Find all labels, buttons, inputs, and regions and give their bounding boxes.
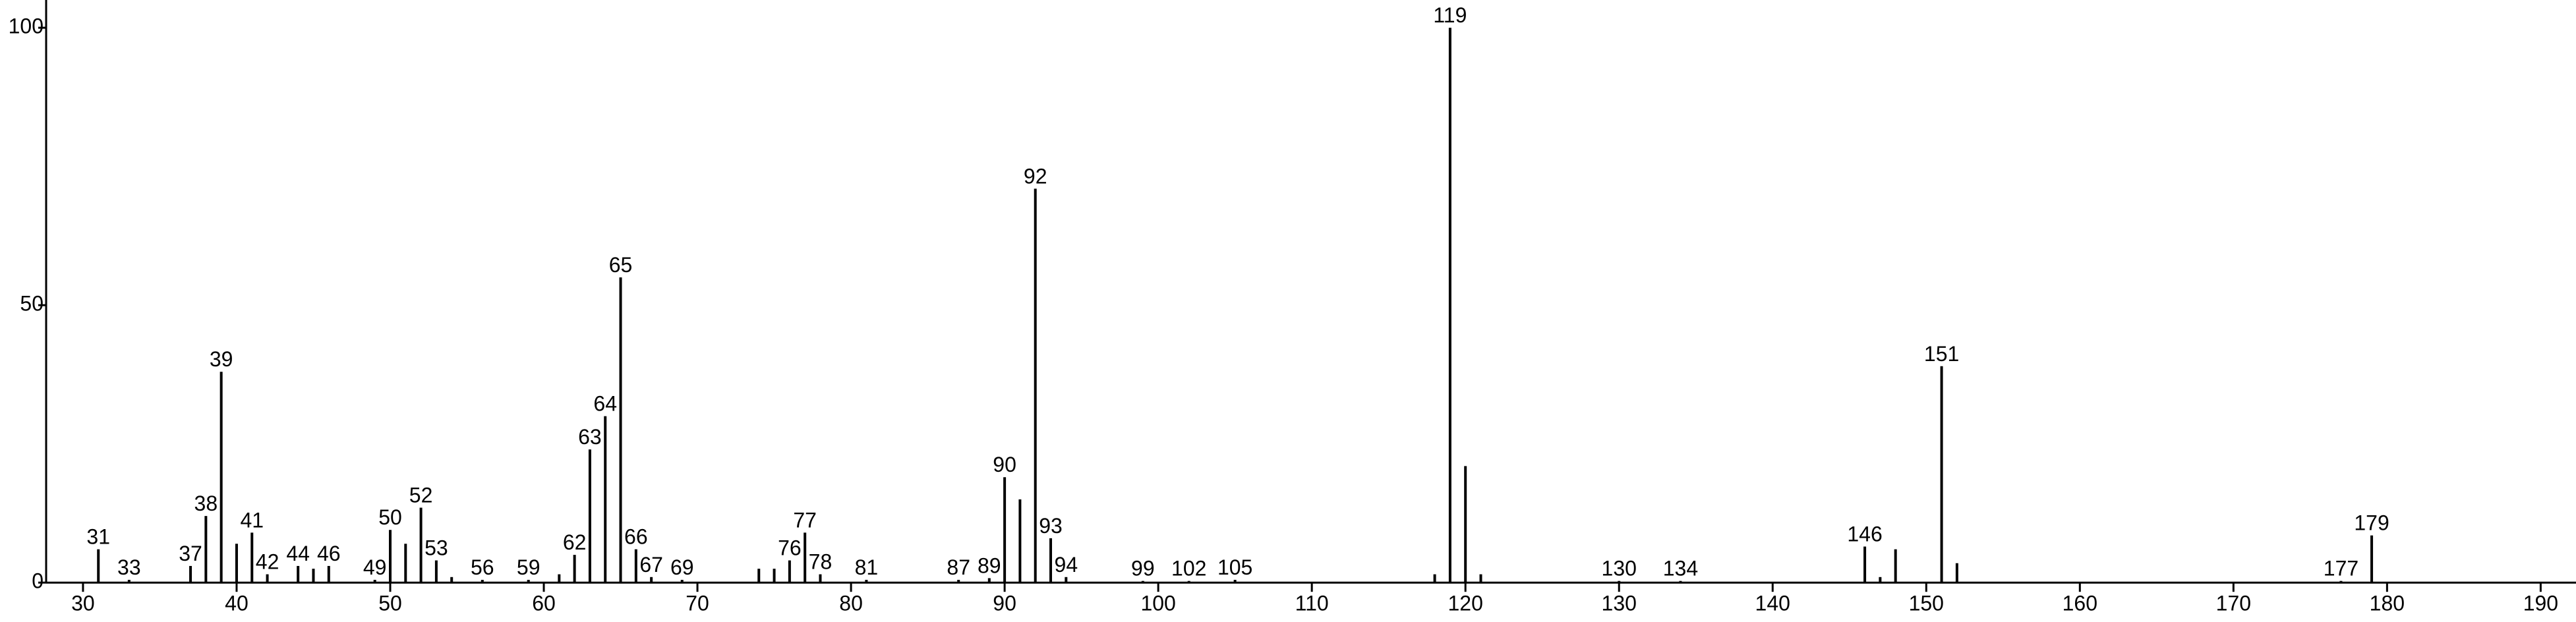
peak-label: 52 xyxy=(409,484,433,507)
peak-label: 99 xyxy=(1131,557,1155,580)
y-tick-label: 50 xyxy=(20,292,44,316)
x-tick-label: 60 xyxy=(532,592,556,615)
x-tick-label: 140 xyxy=(1755,592,1790,615)
peak-label: 89 xyxy=(978,553,1001,577)
peak-label: 119 xyxy=(1433,3,1467,27)
peak-label: 179 xyxy=(2354,511,2389,535)
peak-label: 81 xyxy=(855,555,879,579)
x-tick-label: 130 xyxy=(1602,592,1637,615)
peak-label: 50 xyxy=(378,505,402,529)
peak-label: 177 xyxy=(2324,557,2358,580)
x-tick-label: 190 xyxy=(2523,592,2558,615)
peak-label: 63 xyxy=(578,425,602,449)
peak-label: 46 xyxy=(317,542,341,565)
x-tick-label: 70 xyxy=(686,592,709,615)
peak-label: 65 xyxy=(609,253,633,277)
x-tick-label: 80 xyxy=(839,592,863,615)
x-tick-label: 180 xyxy=(2370,592,2405,615)
peak-label: 44 xyxy=(286,542,310,565)
peak-label: 102 xyxy=(1171,557,1206,580)
peak-label: 77 xyxy=(793,508,817,532)
peak-label: 56 xyxy=(471,555,494,579)
peak-label: 76 xyxy=(778,536,802,560)
y-tick-label: 0 xyxy=(32,569,44,593)
peak-label: 49 xyxy=(363,555,387,579)
x-tick-label: 40 xyxy=(225,592,249,615)
y-tick-label: 100 xyxy=(9,14,44,38)
x-tick-label: 160 xyxy=(2063,592,2097,615)
peak-label: 41 xyxy=(240,508,264,532)
x-tick-label: 90 xyxy=(993,592,1016,615)
peak-label: 39 xyxy=(210,347,233,371)
peak-label: 78 xyxy=(809,550,833,574)
peak-label: 90 xyxy=(993,453,1016,476)
x-tick-label: 110 xyxy=(1295,592,1329,615)
peak-label: 92 xyxy=(1024,164,1047,188)
x-tick-label: 100 xyxy=(1140,592,1175,615)
peak-label: 134 xyxy=(1663,557,1698,580)
peak-label: 67 xyxy=(639,553,663,577)
peak-label: 62 xyxy=(563,530,587,554)
peak-label: 64 xyxy=(593,392,617,416)
peak-label: 87 xyxy=(947,555,970,579)
peak-label: 94 xyxy=(1055,553,1078,577)
peak-label: 130 xyxy=(1602,557,1637,580)
x-tick-label: 30 xyxy=(71,592,95,615)
peak-label: 105 xyxy=(1217,555,1252,579)
peak-label: 69 xyxy=(670,555,694,579)
peak-label: 37 xyxy=(179,542,202,565)
peak-label: 151 xyxy=(1924,342,1959,366)
peak-label: 33 xyxy=(117,555,141,579)
peak-label: 93 xyxy=(1039,514,1063,538)
x-tick-label: 120 xyxy=(1448,592,1482,615)
x-tick-label: 50 xyxy=(378,592,402,615)
peak-label: 53 xyxy=(424,536,448,560)
peak-label: 38 xyxy=(194,492,218,515)
x-tick-label: 150 xyxy=(1909,592,1944,615)
peak-label: 146 xyxy=(1847,522,1882,546)
peak-label: 66 xyxy=(624,525,648,549)
x-tick-label: 170 xyxy=(2216,592,2251,615)
peak-label: 42 xyxy=(256,550,279,574)
peak-label: 59 xyxy=(517,555,541,579)
peak-label: 31 xyxy=(86,525,110,549)
